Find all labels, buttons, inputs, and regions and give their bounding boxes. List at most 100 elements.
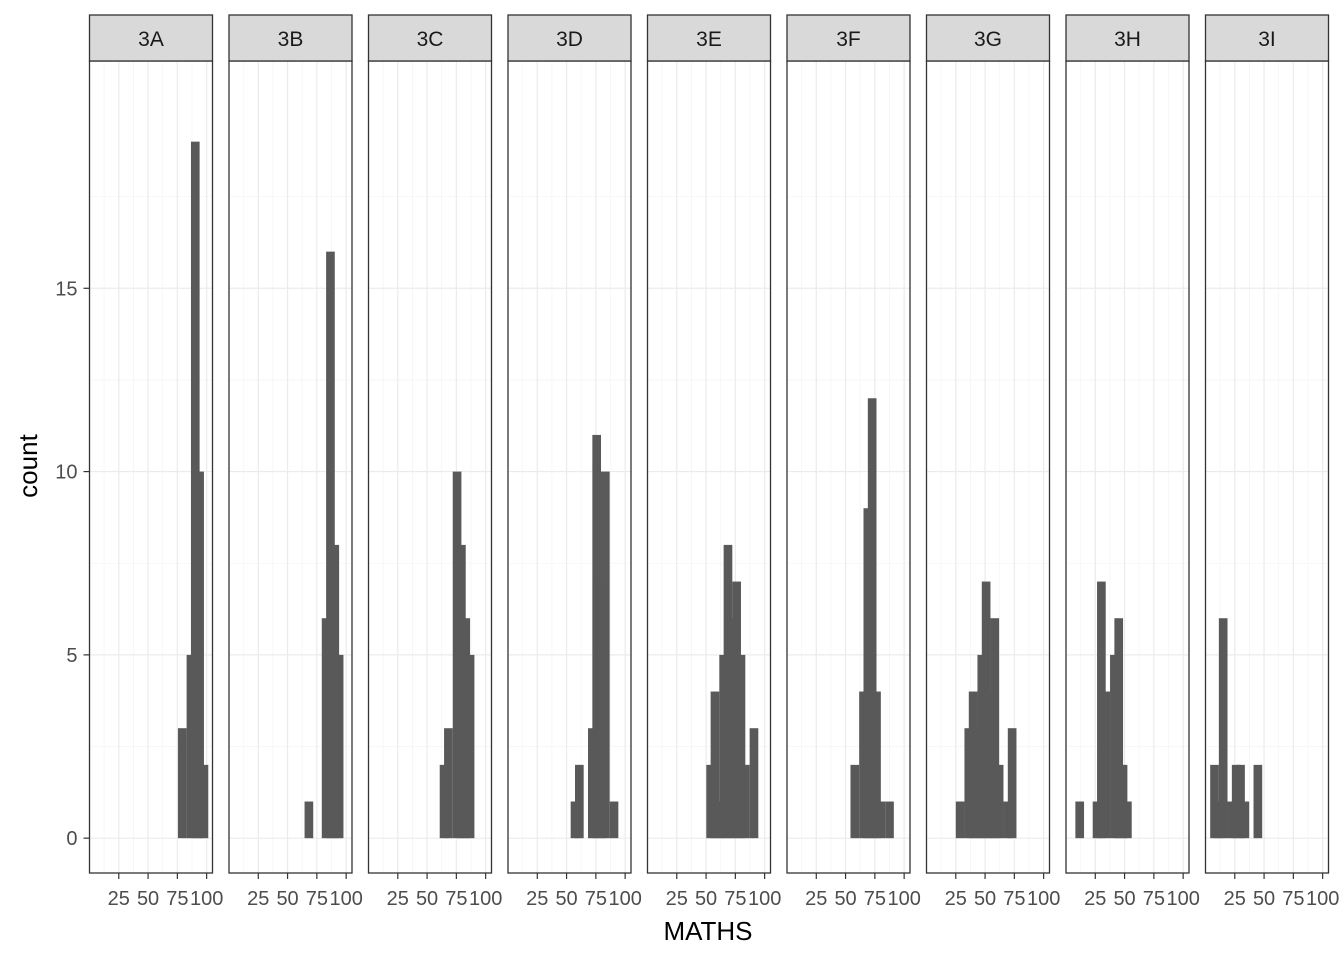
histogram-bar (1123, 801, 1132, 839)
panel-background (1066, 61, 1189, 873)
y-axis: 0 5 10 15 (55, 278, 90, 850)
x-tick-label: 100 (608, 888, 641, 910)
facet-strip-label: 3F (836, 28, 861, 51)
x-tick-label: 100 (1166, 888, 1199, 910)
facet-panel-3g: 3G 25 50 75 100 (925, 14, 1060, 910)
facet-strip (228, 14, 353, 62)
histogram-bar (326, 251, 335, 839)
panel-background (787, 61, 910, 873)
x-tick-label: 25 (387, 888, 409, 910)
histogram-bar (1114, 618, 1124, 839)
facet-panel-3f: 3F 25 50 75 100 (786, 14, 921, 910)
x-tick-label: 50 (834, 888, 856, 910)
x-tick-label: 50 (1113, 888, 1135, 910)
histogram-bar (1101, 691, 1111, 839)
x-tick-label: 50 (555, 888, 577, 910)
histogram-bar (710, 691, 720, 839)
facet-strip-label: 3D (556, 28, 583, 51)
histogram-bar (199, 764, 209, 839)
x-tick-label: 75 (1282, 888, 1304, 910)
x-tick-label: 25 (1224, 888, 1246, 910)
histogram-bar (1240, 801, 1250, 839)
x-tick-label: 25 (526, 888, 548, 910)
histogram-bar (850, 764, 860, 839)
x-tick-label: 50 (695, 888, 717, 910)
x-tick-label: 75 (1003, 888, 1025, 910)
panel-background (508, 61, 631, 873)
histogram-bar (304, 801, 314, 839)
x-tick-label: 100 (1027, 888, 1060, 910)
histogram-bar (955, 801, 965, 839)
facet-strip (507, 14, 632, 62)
histogram-bar (749, 728, 759, 839)
histogram-bar (601, 471, 610, 839)
facet-strip-label: 3C (417, 28, 444, 51)
histogram-bar (1007, 728, 1017, 839)
x-tick-label: 25 (805, 888, 827, 910)
x-axis-title: MATHS (663, 916, 752, 946)
facet-strip-label: 3G (974, 28, 1002, 51)
histogram-bar (195, 471, 204, 839)
histogram-bar (736, 654, 746, 839)
x-tick-label: 75 (585, 888, 607, 910)
facet-strip-label: 3I (1258, 28, 1276, 51)
histogram-bar (885, 801, 894, 839)
histogram-bar (609, 801, 619, 839)
x-tick-label: 50 (974, 888, 996, 910)
facet-strip (1065, 14, 1190, 62)
x-tick-label: 25 (945, 888, 967, 910)
x-tick-label: 50 (137, 888, 159, 910)
x-tick-label: 100 (469, 888, 502, 910)
x-tick-label: 100 (329, 888, 362, 910)
histogram-bar (876, 801, 886, 839)
facet-strip (646, 14, 772, 62)
histogram-bar (1236, 764, 1245, 839)
x-tick-label: 25 (1084, 888, 1106, 910)
x-tick-label: 75 (306, 888, 328, 910)
facet-panel-3e: 3E 25 50 75 100 (646, 14, 781, 910)
x-tick-label: 25 (666, 888, 688, 910)
histogram-bar (867, 398, 877, 839)
x-tick-label: 50 (276, 888, 298, 910)
histogram-bar (177, 728, 187, 839)
x-tick-label: 75 (864, 888, 886, 910)
x-tick-label: 25 (247, 888, 269, 910)
facet-panel-3d: 3D 25 50 75 100 (507, 14, 642, 910)
facet-panel-3c: 3C 25 50 75 100 (367, 14, 502, 910)
histogram-bar (465, 654, 475, 839)
facet-strip-label: 3E (696, 28, 722, 51)
facet-panel-3b: 3B 25 50 75 100 (228, 14, 363, 910)
facet-strip-label: 3B (278, 28, 304, 51)
histogram-bar (1110, 654, 1119, 839)
histogram-bar (1253, 764, 1263, 839)
x-tick-label: 50 (416, 888, 438, 910)
facet-strip-label: 3A (138, 28, 164, 51)
y-tick-label: 10 (55, 462, 77, 484)
facet-panel-3i: 3I 25 50 75 100 (1204, 14, 1339, 910)
facet-strip (88, 14, 214, 62)
facet-panel-3a: 3A 25 50 75 100 (88, 14, 223, 910)
x-tick-label: 100 (1306, 888, 1339, 910)
histogram-bar (740, 764, 750, 839)
x-tick-label: 100 (190, 888, 223, 910)
histogram-bar (872, 691, 881, 839)
x-tick-label: 50 (1253, 888, 1275, 910)
x-tick-label: 75 (724, 888, 746, 910)
facet-panel-3h: 3H 25 50 75 100 (1065, 14, 1200, 910)
x-tick-label: 100 (748, 888, 781, 910)
histogram-bar (444, 728, 453, 839)
facet-strip (925, 14, 1051, 62)
facet-strip-label: 3H (1114, 28, 1141, 51)
x-tick-label: 75 (445, 888, 467, 910)
y-axis-title: count (13, 433, 43, 497)
histogram-bar (334, 654, 344, 839)
histogram-bar (575, 764, 584, 839)
x-tick-label: 75 (166, 888, 188, 910)
histogram-bar (994, 764, 1004, 839)
x-tick-label: 75 (1143, 888, 1165, 910)
x-tick-label: 25 (108, 888, 130, 910)
x-tick-label: 100 (887, 888, 920, 910)
histogram-bar (1075, 801, 1085, 839)
